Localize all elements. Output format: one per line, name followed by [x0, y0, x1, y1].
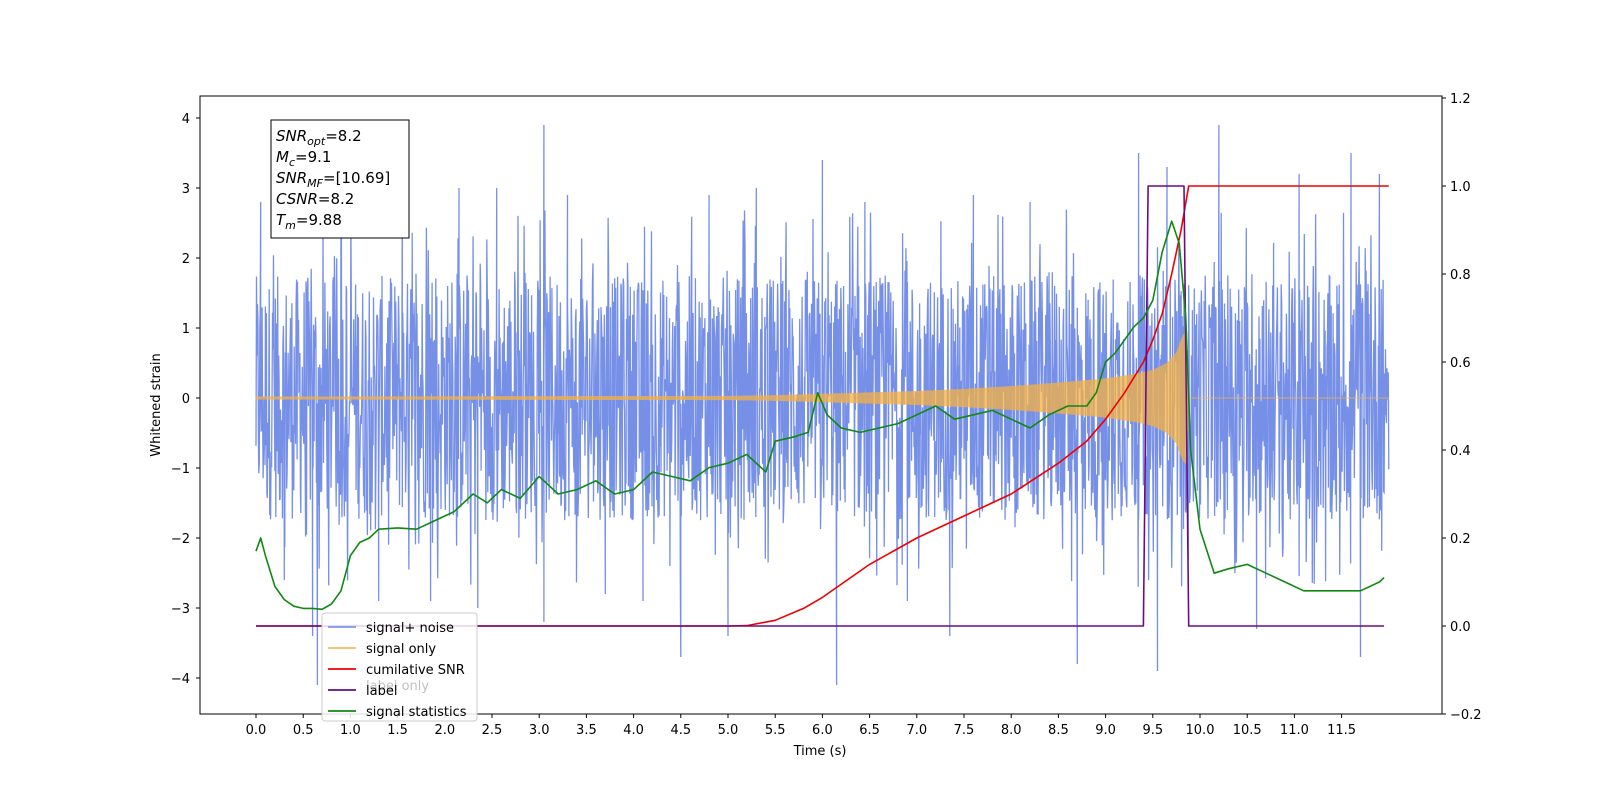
x-tick-label: 11.0 — [1280, 723, 1309, 738]
annotation-line: CSNR=8.2 — [276, 190, 354, 208]
annotation-line: Mc=9.1 — [276, 148, 331, 169]
y-axis-right: 1.2 1.0 0.8 0.6 0.4 0.2 0.0 −0.2 — [1442, 92, 1482, 723]
annotation-line: Tm=9.88 — [276, 211, 342, 232]
annotation-frame — [270, 119, 410, 239]
x-tick-label: 6.5 — [859, 723, 880, 738]
x-tick-label: 4.5 — [670, 723, 691, 738]
series-signal-only — [255, 331, 1389, 465]
series-signal-statistics — [255, 220, 1385, 611]
y-right-tick-label: 1.0 — [1450, 180, 1471, 195]
legend-entry-label: signal statistics — [366, 705, 467, 720]
legend-entry-label: cumilative SNR — [366, 663, 465, 678]
x-tick-label: 7.0 — [906, 723, 927, 738]
y-right-tick-label: 0.4 — [1450, 444, 1471, 459]
y-left-tick-label: −4 — [171, 672, 190, 687]
x-axis-label: Time (s) — [793, 744, 847, 759]
plot-frame — [199, 95, 1443, 715]
x-tick-label: 3.5 — [576, 723, 597, 738]
y-left-tick-label: 3 — [182, 182, 190, 197]
x-tick-label: 8.5 — [1048, 723, 1069, 738]
series-signal-noise — [255, 124, 1390, 686]
y-right-tick-label: 0.0 — [1450, 620, 1471, 635]
x-tick-label: 7.5 — [954, 723, 975, 738]
y-left-tick-label: 2 — [182, 252, 190, 267]
legend-entry-label: signal+ noise — [366, 621, 454, 636]
x-tick-label: 8.0 — [1001, 723, 1022, 738]
series-cumulative-snr — [256, 185, 1389, 627]
legend-entry-label: label — [366, 684, 397, 699]
legend: label only signal+ noise signal only cumila… — [321, 612, 478, 722]
y-left-tick-label: −1 — [171, 462, 190, 477]
legend-entry-label: signal only — [366, 642, 436, 657]
x-tick-label: 10.5 — [1233, 723, 1262, 738]
y-right-tick-label: 0.6 — [1450, 356, 1471, 371]
x-tick-label: 2.5 — [482, 723, 503, 738]
x-tick-label: 5.5 — [765, 723, 786, 738]
y-left-tick-label: 1 — [182, 322, 190, 337]
y-axis-left: 4 3 2 1 0 −1 −2 −3 −4 — [171, 112, 200, 687]
y-right-tick-label: −0.2 — [1450, 708, 1482, 723]
x-tick-label: 9.0 — [1095, 723, 1116, 738]
series-label — [256, 185, 1385, 627]
y-right-tick-label: 0.8 — [1450, 268, 1471, 283]
x-tick-label: 10.0 — [1186, 723, 1215, 738]
legend-frame — [321, 612, 478, 722]
y-right-tick-label: 0.2 — [1450, 532, 1471, 547]
annotation-line: SNRMF=[10.69] — [276, 169, 390, 190]
x-tick-label: 1.0 — [340, 723, 361, 738]
x-tick-label: 0.0 — [246, 723, 267, 738]
x-tick-label: 11.5 — [1327, 723, 1356, 738]
x-axis: 0.0 0.5 1.0 1.5 2.0 2.5 3.0 3.5 4.0 4.5 5.0 5.5 6.0 6… — [246, 714, 1356, 738]
y-left-tick-label: −2 — [171, 532, 190, 547]
y-left-tick-label: 0 — [182, 392, 190, 407]
y-left-tick-label: 4 — [182, 112, 190, 127]
x-tick-label: 9.5 — [1142, 723, 1163, 738]
x-tick-label: 5.0 — [718, 723, 739, 738]
x-tick-label: 4.0 — [623, 723, 644, 738]
x-tick-label: 3.0 — [529, 723, 550, 738]
x-tick-label: 1.5 — [387, 723, 408, 738]
x-tick-label: 6.0 — [812, 723, 833, 738]
annotation-line: SNRopt=8.2 — [276, 127, 362, 148]
x-tick-label: 2.0 — [434, 723, 455, 738]
x-tick-label: 0.5 — [293, 723, 314, 738]
y-right-tick-label: 1.2 — [1450, 92, 1471, 107]
legend-overlap-text: label only — [366, 679, 429, 694]
plot-area — [255, 124, 1390, 686]
y-left-tick-label: −3 — [171, 602, 190, 617]
y-axis-label: Whitened strain — [149, 353, 164, 456]
